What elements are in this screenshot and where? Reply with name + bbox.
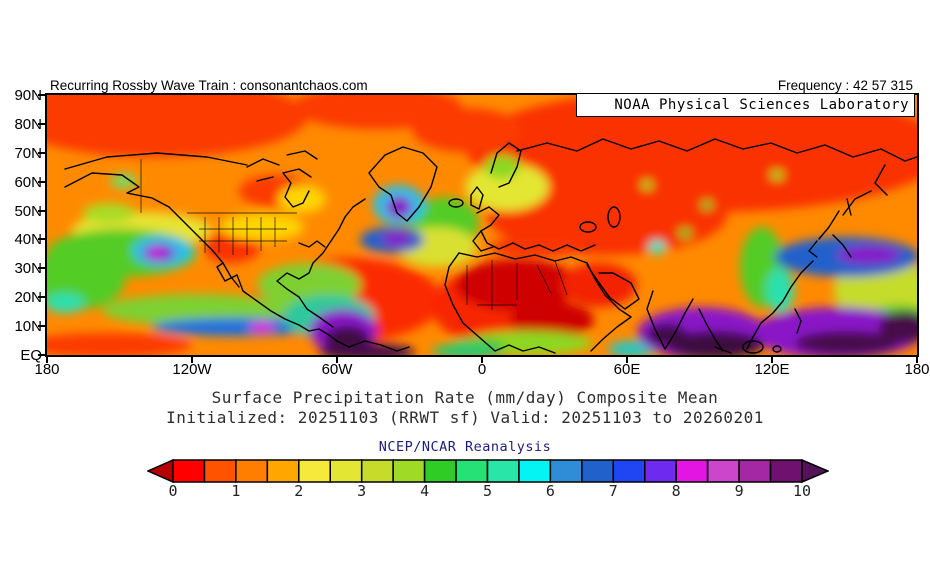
colorbar-cell <box>706 459 740 483</box>
lat-tick-label: 30N <box>14 260 42 278</box>
lon-tick-label: 60W <box>321 361 353 378</box>
colorbar-cell <box>298 459 332 483</box>
lon-tick-label: 120W <box>172 361 212 378</box>
lon-tick-mark <box>771 357 773 363</box>
lat-tick-label: 10N <box>14 318 42 336</box>
colorbar-tick-label: 4 <box>420 482 430 500</box>
lat-tick-label: 70N <box>14 144 42 162</box>
lat-tick-label: 20N <box>14 289 42 307</box>
lon-tick-label: 0 <box>477 361 487 378</box>
lat-tick-label: 90N <box>14 87 42 104</box>
colorbar-cell <box>486 459 520 483</box>
colorbar-cell <box>329 459 363 483</box>
colorbar-cell <box>423 459 457 483</box>
lon-tick-mark <box>191 357 193 363</box>
colorbar-svg <box>146 458 830 484</box>
colorbar-cell <box>455 459 489 483</box>
colorbar-tick-label: 0 <box>168 482 178 500</box>
colorbar-cell <box>644 459 677 483</box>
colorbar-cell <box>518 459 552 483</box>
colorbar-cell <box>612 459 646 483</box>
lat-tick-label: 60N <box>14 173 42 191</box>
lat-tick-mark <box>38 94 45 96</box>
colorbar-cell <box>360 459 394 483</box>
colorbar-tick-label: 2 <box>294 482 304 500</box>
lat-tick-mark <box>38 180 45 183</box>
coastlines <box>64 138 917 354</box>
lon-tick-mark <box>481 357 483 363</box>
lat-tick-mark <box>38 296 45 299</box>
lon-tick-mark <box>46 357 48 363</box>
noaa-banner: NOAA Physical Sciences Laboratory <box>576 93 915 117</box>
colorbar-tick-label: 8 <box>671 482 681 500</box>
political-borders <box>140 159 568 310</box>
colorbar <box>146 458 830 488</box>
lon-tick-mark <box>336 357 338 363</box>
colorbar-cell <box>172 459 206 483</box>
frequency-caption: Frequency : 42 57 315 <box>777 78 913 93</box>
lat-tick-mark <box>38 238 45 241</box>
lat-tick-mark <box>38 151 45 154</box>
colorbar-over-arrow <box>801 458 830 484</box>
lat-tick-mark <box>38 267 45 270</box>
colorbar-tick-label: 1 <box>231 482 241 500</box>
lat-tick-label: 80N <box>14 115 42 133</box>
precip-field-blobs <box>47 95 917 355</box>
dataset-label: NCEP/NCAR Reanalysis <box>378 439 552 455</box>
colorbar-tick-label: 3 <box>357 482 367 500</box>
colorbar-tick-label: 10 <box>792 482 812 500</box>
lat-tick-label: 50N <box>14 202 42 220</box>
colorbar-tick-label: 7 <box>608 482 618 500</box>
source-caption: Recurring Rossby Wave Train : consonantc… <box>50 78 368 93</box>
colorbar-cell <box>581 459 615 483</box>
colorbar-cell <box>738 459 772 483</box>
lon-tick-label: 120E <box>754 361 790 378</box>
colorbar-cell <box>769 459 803 483</box>
colorbar-cell <box>266 459 300 483</box>
lat-tick-mark <box>38 122 45 125</box>
map-plot-area <box>47 95 917 355</box>
colorbar-tick-label: 9 <box>734 482 744 500</box>
lon-tick-mark <box>626 357 628 363</box>
world-precipitation-map <box>47 95 917 355</box>
colorbar-cell <box>675 459 709 483</box>
lat-tick-mark <box>38 354 45 356</box>
colorbar-tick-label: 5 <box>482 482 493 500</box>
colorbar-tick-label: 6 <box>545 482 555 500</box>
colorbar-cell <box>235 459 269 483</box>
lon-tick-mark <box>916 357 918 363</box>
lon-tick-label: 180 <box>904 361 930 378</box>
colorbar-cell <box>392 459 426 483</box>
colorbar-cell <box>549 459 583 483</box>
lat-tick-mark <box>38 325 45 328</box>
lat-tick-label: EQ <box>20 347 42 364</box>
colorbar-cell <box>203 459 237 483</box>
chart-title: Surface Precipitation Rate (mm/day) Comp… <box>211 388 719 407</box>
lon-tick-label: 60E <box>613 361 641 378</box>
chart-subtitle: Initialized: 20251103 (RRWT sf) Valid: 2… <box>166 408 764 427</box>
lat-tick-mark <box>38 209 45 212</box>
lon-tick-label: 180 <box>34 361 60 378</box>
colorbar-under-arrow <box>146 458 174 484</box>
lat-tick-label: 40N <box>14 231 42 249</box>
